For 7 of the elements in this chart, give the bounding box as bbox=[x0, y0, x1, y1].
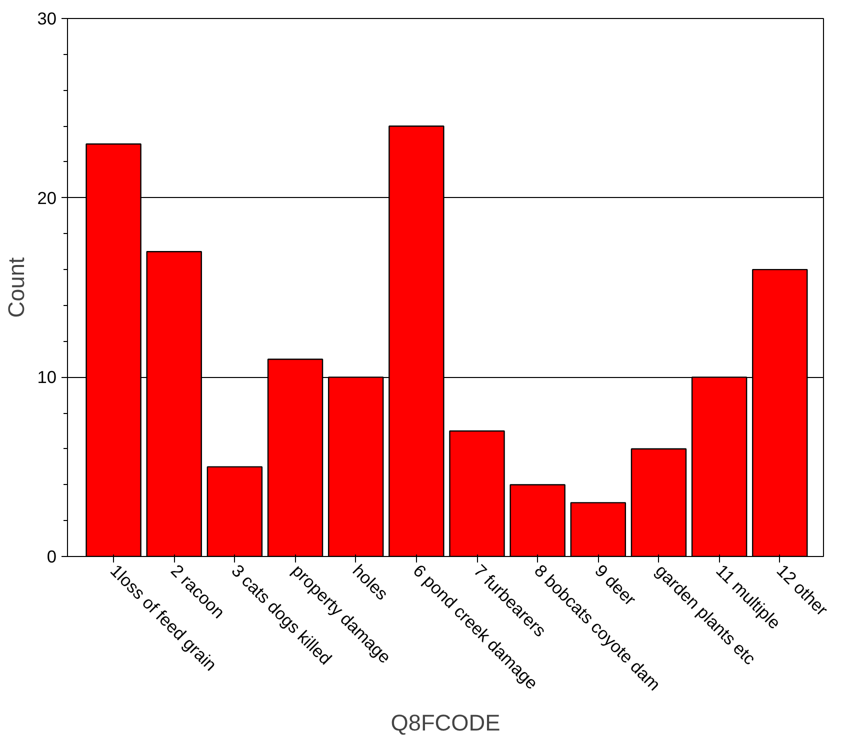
y-tick-label: 30 bbox=[37, 8, 57, 28]
x-tick-label: 9 deer bbox=[591, 560, 640, 610]
y-tick-label: 20 bbox=[37, 188, 57, 208]
x-axis-title: Q8FCODE bbox=[390, 710, 500, 736]
y-axis-title: Count bbox=[3, 256, 30, 318]
y-tick-label: 0 bbox=[46, 546, 57, 566]
y-tick-label: 10 bbox=[37, 367, 57, 388]
